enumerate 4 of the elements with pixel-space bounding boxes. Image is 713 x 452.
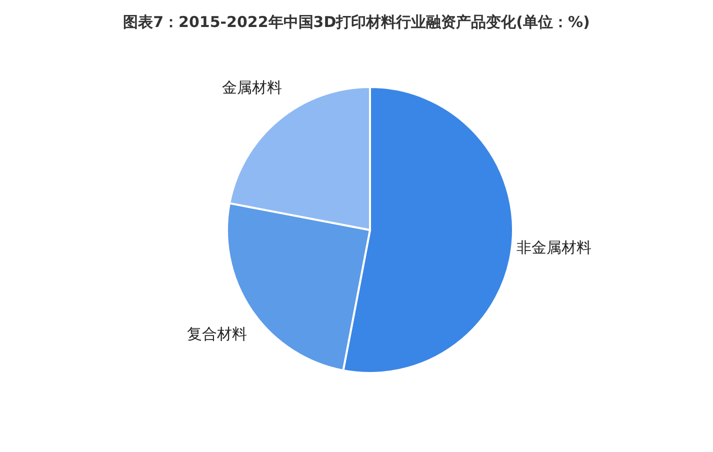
- slice-label: 复合材料: [186, 324, 247, 343]
- slice-label: 非金属材料: [516, 238, 592, 256]
- slice-label: 金属材料: [222, 78, 282, 96]
- chart-title: 图表7：2015-2022年中国3D打印材料行业融资产品变化(单位：%): [123, 13, 590, 31]
